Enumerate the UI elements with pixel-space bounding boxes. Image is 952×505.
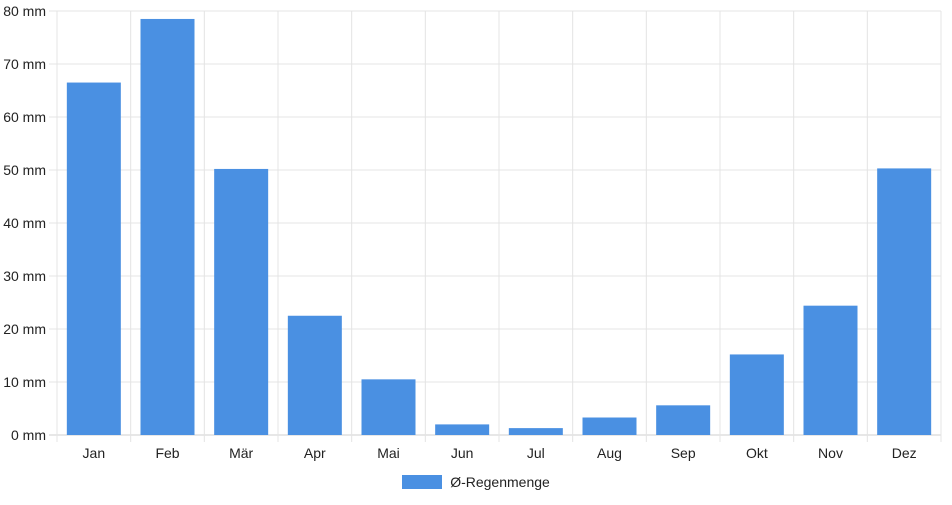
bar[interactable] <box>582 417 637 435</box>
bar[interactable] <box>508 428 563 435</box>
bar[interactable] <box>435 424 490 435</box>
legend[interactable]: Ø-Regenmenge <box>0 470 952 494</box>
bar[interactable] <box>729 354 784 435</box>
bar[interactable] <box>803 305 858 435</box>
legend-swatch <box>402 475 443 489</box>
x-tick-label: Jun <box>451 445 474 461</box>
x-tick-label: Mär <box>229 445 253 461</box>
y-tick-label: 0 mm <box>11 427 46 443</box>
bar[interactable] <box>287 315 342 435</box>
x-tick-label: Jan <box>83 445 106 461</box>
x-tick-label: Dez <box>892 445 917 461</box>
bar[interactable] <box>140 18 195 435</box>
x-tick-label: Apr <box>304 445 326 461</box>
x-tick-label: Feb <box>155 445 179 461</box>
y-tick-label: 80 mm <box>3 3 46 19</box>
y-axis-tick-labels: 0 mm 10 mm 20 mm 30 mm 40 mm 50 mm 60 mm 70 mm 8… <box>3 3 46 443</box>
x-tick-label: Nov <box>818 445 843 461</box>
bar[interactable] <box>656 405 711 435</box>
x-tick-label: Mai <box>377 445 400 461</box>
y-tick-label: 70 mm <box>3 56 46 72</box>
x-tick-label: Jul <box>527 445 545 461</box>
y-tick-label: 60 mm <box>3 109 46 125</box>
y-tick-label: 50 mm <box>3 162 46 178</box>
grid-lines <box>49 10 942 442</box>
y-tick-label: 30 mm <box>3 268 46 284</box>
x-tick-label: Aug <box>597 445 622 461</box>
bar[interactable] <box>361 379 416 435</box>
x-axis-tick-labels: Jan Feb Mär Apr Mai Jun Jul Aug Sep Okt Nov Dez <box>83 445 917 461</box>
y-tick-label: 10 mm <box>3 374 46 390</box>
y-tick-label: 20 mm <box>3 321 46 337</box>
x-tick-label: Sep <box>671 445 696 461</box>
bar[interactable] <box>877 168 932 435</box>
y-tick-label: 40 mm <box>3 215 46 231</box>
bar[interactable] <box>66 82 121 436</box>
bar[interactable] <box>214 168 269 435</box>
x-tick-label: Okt <box>746 445 768 461</box>
legend-label: Ø-Regenmenge <box>450 474 550 490</box>
bars <box>66 18 932 436</box>
